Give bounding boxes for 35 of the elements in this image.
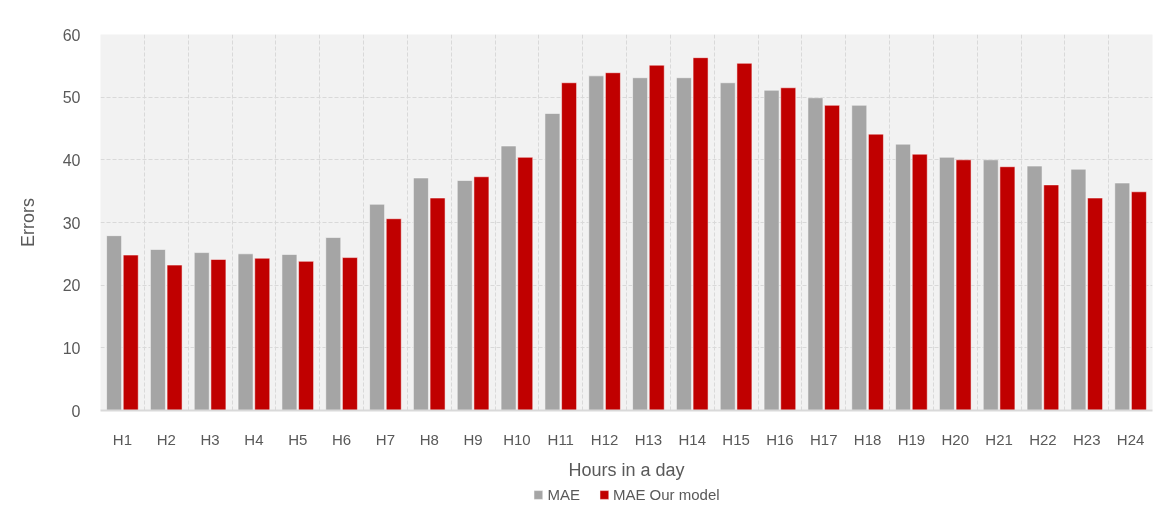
y-tick-label: 0 [71,402,81,420]
x-tick-label: H23 [1072,430,1101,448]
x-tick-label: H10 [503,430,531,448]
x-tick-label: H22 [1029,430,1057,448]
x-tick-label: H11 [547,430,574,448]
x-tick-label: H12 [590,430,619,448]
x-tick-label: H13 [634,430,663,448]
legend-label: MAE Our model [612,486,720,503]
x-tick-label: H17 [809,430,838,448]
x-axis-title: Hours in a day [568,459,685,480]
x-tick-label: H18 [853,430,882,448]
y-tick-label: 20 [62,277,81,295]
x-tick-label: H5 [288,430,308,448]
x-tick-label: H7 [375,430,396,448]
y-tick-label: 60 [62,26,81,44]
y-tick-label: 50 [62,89,81,107]
x-tick-label: H24 [1116,430,1145,448]
x-tick-label: H6 [332,430,352,448]
x-tick-label: H14 [678,430,707,448]
x-tick-label: H19 [897,430,926,448]
x-tick-label: H8 [419,430,439,448]
x-tick-label: H4 [244,430,264,448]
x-tick-label: H1 [112,430,133,448]
y-tick-label: 30 [62,214,81,232]
y-axis-title: Errors [17,198,38,247]
x-tick-label: H9 [463,430,483,448]
x-tick-label: H16 [766,430,794,448]
x-tick-label: H3 [200,430,220,448]
x-tick-label: H2 [156,430,176,448]
y-tick-label: 40 [62,151,81,169]
x-tick-label: H21 [985,430,1013,448]
x-tick-label: H20 [941,430,970,448]
legend-label: MAE [547,486,580,503]
x-tick-label: H15 [722,430,750,448]
y-tick-label: 10 [62,339,81,357]
